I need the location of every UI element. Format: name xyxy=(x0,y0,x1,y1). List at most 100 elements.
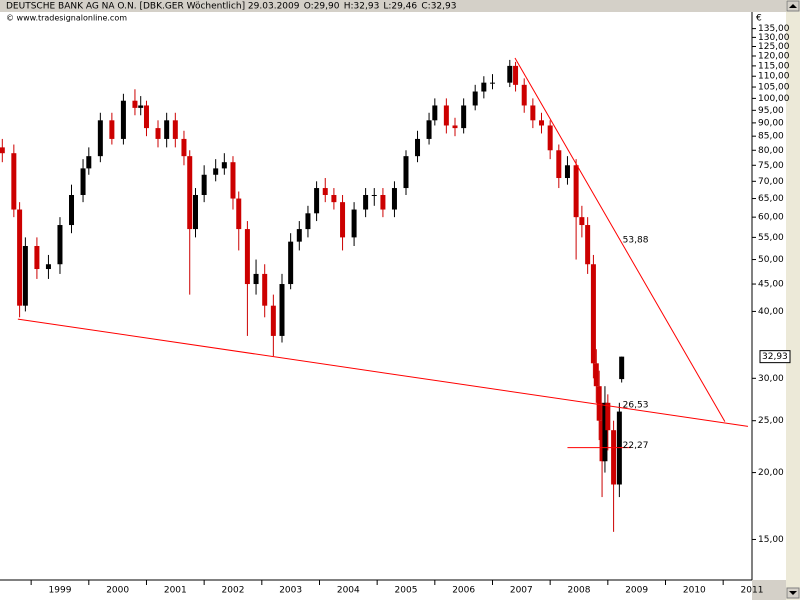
candle-body xyxy=(596,386,602,421)
candle-body xyxy=(432,105,438,121)
candle-body xyxy=(481,82,487,92)
candle-body xyxy=(230,162,236,199)
y-tick-label: 115,00 xyxy=(758,61,790,71)
y-tick-label: 125,00 xyxy=(758,42,790,52)
annotation: 22,27 xyxy=(623,441,649,451)
x-tick-label: 2005 xyxy=(395,586,418,596)
candle-body xyxy=(80,168,86,195)
y-tick-label: 40,00 xyxy=(758,307,784,317)
candle-body xyxy=(521,84,527,106)
ohlc-label: H:32,93 xyxy=(344,2,380,12)
trend-line xyxy=(514,57,726,422)
chart-title: DEUTSCHE BANK AG NA O.N. [DBK.GER Wöchen… xyxy=(6,2,300,12)
y-tick-label: 55,00 xyxy=(758,233,784,243)
x-tick-label: 2003 xyxy=(279,586,302,596)
candle-body xyxy=(155,128,161,139)
y-tick-label: 100,00 xyxy=(758,94,790,104)
y-tick-label: 20,00 xyxy=(758,468,784,478)
currency: € xyxy=(756,14,762,24)
candle-body xyxy=(109,120,115,139)
candle-body xyxy=(602,402,608,462)
candle-body xyxy=(507,65,513,83)
candle-body xyxy=(69,194,75,226)
candle-body xyxy=(138,105,144,108)
annotation: 26,53 xyxy=(623,400,649,410)
candle-body xyxy=(22,245,28,306)
x-tick-label: 2000 xyxy=(106,586,129,596)
y-tick-label: 60,00 xyxy=(758,213,784,223)
x-tick-label: 2004 xyxy=(337,586,360,596)
candle-body xyxy=(489,82,495,84)
y-tick-label: 30,00 xyxy=(758,374,784,384)
y-tick-label: 120,00 xyxy=(758,51,790,61)
candle-body xyxy=(262,273,268,306)
x-tick-label: 2007 xyxy=(510,586,533,596)
candle-body xyxy=(573,165,579,218)
y-tick-label: 80,00 xyxy=(758,146,784,156)
candle-body xyxy=(461,105,467,129)
candle-body xyxy=(120,100,126,139)
candle-body xyxy=(579,217,585,226)
candle-body xyxy=(403,156,409,189)
chart-subtitle: © www.tradesignalonline.com xyxy=(6,14,127,23)
y-tick-label: 135,00 xyxy=(758,24,790,34)
scrollbar[interactable] xyxy=(786,0,800,600)
candle-body xyxy=(351,209,357,238)
x-tick-label: 2010 xyxy=(683,586,706,596)
candle-body xyxy=(244,229,250,285)
scroll-up-arrow xyxy=(789,4,797,8)
trend-line xyxy=(17,318,749,427)
candle-body xyxy=(513,65,519,85)
candle-body xyxy=(331,194,337,203)
candle-body xyxy=(192,194,198,230)
candle-body xyxy=(181,138,187,157)
candle-body xyxy=(472,91,478,106)
candle-body xyxy=(201,174,207,195)
candle-body xyxy=(322,188,328,195)
y-tick-label: 105,00 xyxy=(758,83,790,93)
candle-body xyxy=(143,105,149,129)
candle-body xyxy=(11,153,17,210)
candle-body xyxy=(415,138,421,157)
ohlc-label: L:29,46 xyxy=(383,2,417,12)
ohlc-label: C:32,93 xyxy=(421,2,456,12)
candle-body xyxy=(253,273,259,285)
last-price-label: 32,93 xyxy=(762,352,788,362)
candle-body xyxy=(363,194,369,210)
scroll-down-arrow xyxy=(789,591,797,595)
candle-body xyxy=(0,147,5,154)
x-axis-panel xyxy=(0,580,752,600)
last-price-box xyxy=(759,350,791,364)
y-tick-label: 70,00 xyxy=(758,177,784,187)
candle-body xyxy=(593,363,599,387)
candle-body xyxy=(340,202,346,238)
candle-body xyxy=(296,229,302,242)
x-tick-label: 2011 xyxy=(741,586,764,596)
candle-body xyxy=(164,120,170,139)
candle-body xyxy=(590,264,596,364)
candle-body xyxy=(452,125,458,129)
annotation: 53,88 xyxy=(623,236,649,246)
x-tick-label: 1999 xyxy=(49,586,72,596)
candle-body xyxy=(221,162,227,169)
candle-body xyxy=(187,156,193,230)
x-tick-label: 2002 xyxy=(222,586,245,596)
candle-body xyxy=(380,194,386,210)
candle-body xyxy=(619,356,625,380)
x-tick-label: 2008 xyxy=(568,586,591,596)
plot-area xyxy=(0,12,752,580)
y-tick-label: 110,00 xyxy=(758,72,790,82)
candle-body xyxy=(86,156,92,169)
y-tick-label: 15,00 xyxy=(758,535,784,545)
candle-body xyxy=(611,430,617,485)
candle-body xyxy=(34,245,40,270)
y-tick-label: 50,00 xyxy=(758,255,784,265)
candle-body xyxy=(45,264,51,270)
candle-body xyxy=(426,120,432,139)
candle-body xyxy=(57,225,63,265)
y-tick-label: 65,00 xyxy=(758,194,784,204)
y-tick-label: 130,00 xyxy=(758,33,790,43)
candle-body xyxy=(585,225,591,265)
